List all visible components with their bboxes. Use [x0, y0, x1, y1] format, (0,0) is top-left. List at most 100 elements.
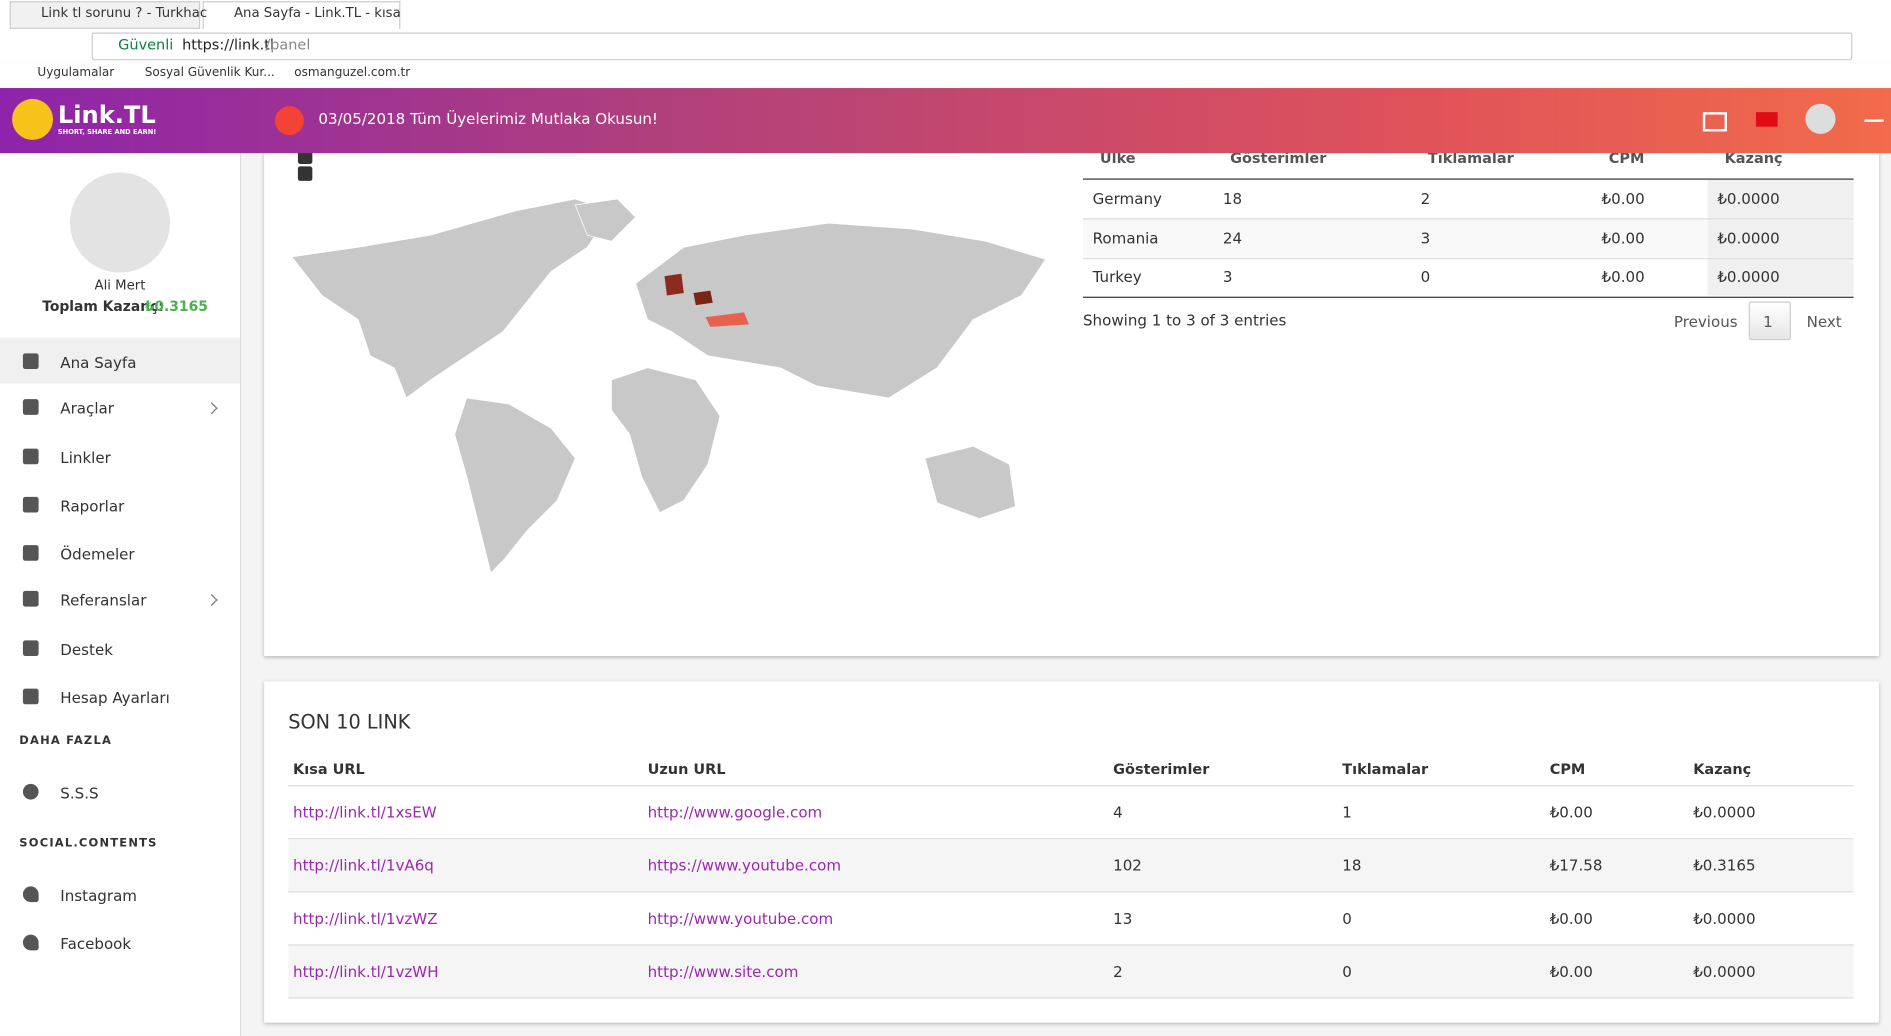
link[interactable]: http://link.tl/1vA6q: [293, 856, 434, 875]
row-rule: [288, 838, 1854, 840]
link[interactable]: http://link.tl/1vzWH: [293, 962, 439, 981]
bookmark[interactable]: Uygulamalar: [37, 66, 115, 80]
earnings-label: Toplam Kazanç:: [42, 297, 164, 315]
table-info: Showing 1 to 3 of 3 entries: [1082, 311, 1287, 330]
menu-item[interactable]: Ana Sayfa: [60, 353, 137, 372]
tab-title[interactable]: Link tl sorunu ? - Turkhac: [41, 4, 208, 21]
zoom-out[interactable]: [297, 166, 313, 181]
map-card: Ülke Gösterimler Tıklamalar CPM Kazanç German…: [264, 120, 1879, 657]
logout-icon[interactable]: [1864, 119, 1884, 122]
menu-item[interactable]: Destek: [60, 640, 113, 659]
url-host: https://link.tl: [182, 36, 274, 54]
pagination[interactable]: Previous: [1673, 312, 1738, 331]
south-america: [454, 397, 576, 574]
column-header[interactable]: Gösterimler: [1113, 760, 1210, 778]
column-header[interactable]: Tıklamalar: [1427, 149, 1514, 167]
column-header[interactable]: CPM: [1549, 760, 1586, 778]
user-avatar: [69, 172, 171, 273]
menu-item[interactable]: Linkler: [60, 448, 111, 467]
cell: 3: [1420, 228, 1431, 247]
link[interactable]: http://www.google.com: [647, 803, 823, 822]
user-name: Ali Mert: [94, 277, 146, 294]
menu-item[interactable]: Ödemeler: [60, 545, 135, 564]
fullscreen-icon[interactable]: [1702, 112, 1727, 132]
pagination[interactable]: 1: [1763, 312, 1773, 331]
url-path: /panel: [265, 36, 311, 54]
bookmark[interactable]: Sosyal Güvenlik Kur...: [144, 66, 275, 80]
cell: ₺0.00: [1601, 189, 1645, 208]
menu-item[interactable]: Raporlar: [60, 496, 125, 515]
greenland: [574, 198, 637, 242]
cell: 102: [1113, 856, 1142, 875]
column-header[interactable]: Kazanç: [1724, 149, 1783, 167]
column-header[interactable]: Tıklamalar: [1342, 760, 1429, 778]
chevron: [205, 594, 218, 606]
links-card: SON 10 LINK Kısa URL Uzun URL Gösterimler T…: [264, 681, 1879, 1023]
column-header[interactable]: Gösterimler: [1230, 149, 1327, 167]
chevron: [205, 402, 218, 415]
tab-active[interactable]: [202, 1, 401, 29]
menu-item[interactable]: Hesap Ayarları: [60, 688, 170, 707]
menu-icon: [22, 886, 39, 903]
header-rule: [288, 785, 1854, 787]
column-header[interactable]: Kazanç: [1693, 760, 1752, 778]
page-button[interactable]: [1748, 301, 1791, 341]
announce-icon: [274, 106, 304, 136]
cell: 24: [1222, 228, 1243, 247]
column-header[interactable]: CPM: [1608, 149, 1645, 167]
avatar[interactable]: [1805, 103, 1836, 134]
cell: 13: [1113, 909, 1133, 928]
logo-icon: [12, 98, 54, 140]
column-header[interactable]: Kısa URL: [293, 760, 365, 778]
row-bg: [288, 945, 1854, 998]
earnings-value: ₺0.3165: [144, 297, 208, 315]
bookmarks-bar: Uygulamalar Sosyal Güvenlik Kur... osman…: [0, 62, 1891, 89]
link[interactable]: http://link.tl/1vzWZ: [293, 909, 438, 928]
bookmark[interactable]: osmanguzel.com.tr: [294, 66, 411, 80]
sidebar: Ali Mert Toplam Kazanç: ₺0.3165 Ana Sayf…: [0, 153, 242, 1036]
menu-item[interactable]: Facebook: [60, 934, 132, 953]
link[interactable]: http://www.site.com: [647, 962, 799, 981]
link[interactable]: https://www.youtube.com: [647, 856, 842, 875]
language-flag[interactable]: [1755, 112, 1778, 127]
tab-strip: Link tl sorunu ? - Turkhac Ana Sayfa - L…: [0, 0, 1891, 29]
toolbar: Güvenli https://link.tl /panel: [0, 28, 1891, 64]
menu-item[interactable]: S.S.S: [60, 783, 99, 802]
tab-title[interactable]: Ana Sayfa - Link.TL - kısa: [233, 4, 401, 21]
world-map: [291, 198, 1047, 574]
cell: 0: [1342, 962, 1352, 981]
tab[interactable]: [9, 1, 201, 29]
column-header[interactable]: Ülke: [1099, 149, 1136, 167]
row-bg: [1082, 218, 1708, 258]
address-bar[interactable]: [91, 32, 1853, 61]
africa: [611, 367, 721, 514]
pagination[interactable]: Next: [1806, 312, 1842, 331]
menu-icon: [22, 783, 39, 800]
menu-icon: [22, 590, 39, 607]
row-rule: [1082, 296, 1854, 298]
cell: ₺0.00: [1549, 962, 1593, 981]
cell: 1: [1342, 803, 1352, 822]
header: Link.TL short, share and earn! 03/05/201…: [0, 88, 1891, 154]
menu-icon: [22, 688, 39, 705]
cell: ₺0.0000: [1717, 228, 1780, 247]
zoom-in[interactable]: [297, 149, 313, 165]
country-germany: [664, 273, 684, 296]
menu-item[interactable]: Instagram: [60, 886, 137, 905]
cell: 3: [1222, 267, 1233, 286]
cell: 18: [1342, 856, 1362, 875]
cell: 18: [1222, 189, 1243, 208]
menu-item[interactable]: Araçlar: [60, 399, 114, 418]
menu-item[interactable]: Referanslar: [60, 590, 147, 610]
cell: Romania: [1092, 228, 1159, 247]
logo-tagline: short, share and earn!: [57, 129, 157, 137]
cell: ₺0.0000: [1693, 909, 1756, 928]
column-header[interactable]: Uzun URL: [647, 760, 726, 778]
logo-text[interactable]: Link.TL: [57, 100, 156, 130]
menu-icon: [22, 496, 39, 513]
link[interactable]: http://www.youtube.com: [647, 909, 834, 928]
row-rule: [288, 891, 1854, 893]
announcement[interactable]: 03/05/2018 Tüm Üyelerimiz Mutlaka Okusun…: [318, 109, 658, 128]
link[interactable]: http://link.tl/1xsEW: [293, 803, 437, 822]
